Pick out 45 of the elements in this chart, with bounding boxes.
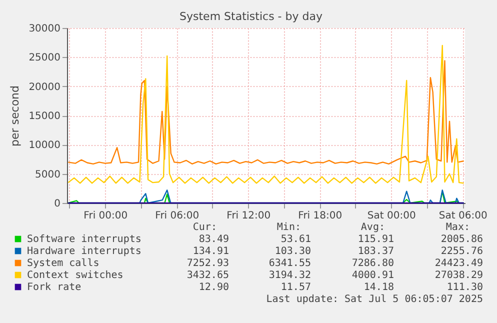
text: 83.49	[198, 234, 229, 245]
text: 103.30	[274, 246, 311, 257]
legend-label: Hardware interrupts	[27, 246, 142, 257]
y-tick-label: 20000	[28, 82, 60, 93]
text: 111.30	[446, 282, 483, 293]
text: Max:	[446, 222, 470, 233]
text: 3194.32	[268, 270, 311, 281]
text: 3432.65	[186, 270, 229, 281]
text: 115.91	[358, 234, 394, 245]
text: 7286.80	[352, 258, 394, 269]
x-tick-label: Fri 00:00	[84, 210, 128, 222]
text: 2005.86	[440, 234, 483, 245]
text: 11.57	[280, 282, 311, 293]
x-tick-label: Sat 06:00	[438, 210, 488, 222]
text: 14.18	[364, 282, 394, 293]
text: 7252.93	[186, 258, 229, 269]
y-tick-label: 25000	[28, 52, 60, 64]
y-axis-title: per second	[8, 86, 22, 146]
text: 2255.76	[440, 246, 483, 257]
text: Min:	[276, 222, 301, 233]
text: 183.37	[358, 246, 394, 257]
text: 53.61	[280, 234, 311, 245]
legend-label: Software interrupts	[27, 234, 142, 245]
y-tick-label: 10000	[28, 140, 60, 152]
x-tick-label: Fri 06:00	[155, 210, 200, 222]
chart-title: System Statistics - by day	[180, 10, 323, 23]
text: 6341.55	[268, 258, 311, 269]
text: 134.91	[192, 246, 229, 257]
y-tick-label: 0	[54, 198, 60, 210]
text: 27038.29	[434, 270, 483, 281]
y-tick-label: 5000	[35, 169, 60, 180]
y-tick-label: 15000	[28, 111, 60, 122]
legend-label: System calls	[27, 258, 100, 269]
text: Last update: Sat Jul 5 06:05:07 2025	[266, 294, 483, 305]
text: 12.90	[198, 282, 229, 293]
x-tick-label: Fri 18:00	[298, 210, 342, 222]
x-tick-label: Fri 12:00	[226, 210, 271, 222]
text: Cur:	[192, 222, 217, 233]
text: Avg:	[360, 222, 385, 233]
text: 4000.91	[352, 270, 394, 281]
legend-label: Context switches	[27, 270, 124, 281]
legend-label: Fork rate	[27, 282, 82, 293]
x-tick-label: Sat 00:00	[367, 210, 416, 222]
y-tick-label: 30000	[28, 24, 60, 34]
text: 24423.49	[434, 258, 483, 269]
